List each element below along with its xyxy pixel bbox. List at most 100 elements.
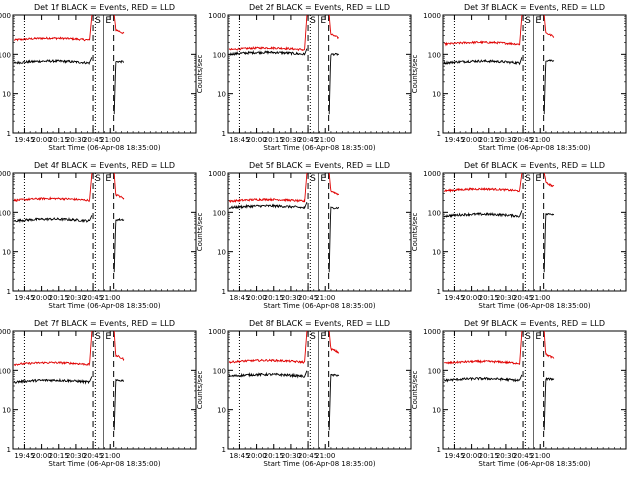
x-tick-label: 20:15: [479, 136, 499, 144]
y-tick-label: 10: [2, 91, 11, 99]
y-tick-label: 10: [432, 91, 441, 99]
x-tick-label: 20:15: [264, 136, 284, 144]
y-axis-label: Counts/sec: [196, 371, 204, 410]
y-tick-label: 1: [222, 130, 226, 138]
end-marker-label: E: [535, 16, 541, 26]
x-tick-label: 20:45: [513, 294, 533, 302]
panel-title: Det 4f BLACK = Events, RED = LLD: [34, 161, 175, 170]
events-series-line: [443, 210, 523, 219]
x-tick-label: 21:00: [100, 294, 120, 302]
x-tick-label: 21:00: [100, 452, 120, 460]
events-series-line: [113, 378, 125, 431]
x-tick-label: 21:00: [315, 452, 335, 460]
y-tick-label: 1000: [208, 12, 226, 20]
x-tick-label: 21:00: [100, 136, 120, 144]
x-tick-label: 20:15: [479, 294, 499, 302]
end-marker-label: E: [320, 16, 326, 26]
y-tick-label: 10: [432, 407, 441, 415]
x-tick-label: 20:00: [32, 136, 52, 144]
x-tick-label: 20:30: [281, 294, 301, 302]
panel-title: Det 9f BLACK = Events, RED = LLD: [464, 319, 605, 328]
y-tick-label: 1: [222, 446, 226, 454]
end-marker-label: E: [320, 332, 326, 342]
lld-series-line: [444, 330, 523, 366]
plot-frame: [12, 172, 197, 292]
y-tick-label: 1: [222, 288, 226, 296]
x-axis-label: Start Time (06-Apr-08 18:35:00): [478, 302, 590, 310]
end-marker-label: E: [105, 332, 111, 342]
end-marker-label: E: [105, 174, 111, 184]
x-axis-label: Start Time (06-Apr-08 18:35:00): [48, 460, 160, 468]
plot-frame: [12, 14, 197, 134]
y-tick-label: 10: [217, 249, 226, 257]
start-marker-label: S: [525, 16, 531, 26]
y-tick-label: 1: [7, 446, 11, 454]
events-series-line: [543, 377, 555, 431]
x-tick-label: 19:45: [14, 136, 34, 144]
detector-panel: Det 4f BLACK = Events, RED = LLD 1 10 100 10…: [0, 161, 197, 310]
lld-series-line: [13, 172, 93, 203]
x-tick-label: 21:00: [530, 294, 550, 302]
y-tick-label: 10: [2, 249, 11, 257]
panel-title: Det 2f BLACK = Events, RED = LLD: [249, 3, 390, 12]
y-axis-label: Counts/sec: [411, 213, 419, 252]
detector-panel: Det 2f BLACK = Events, RED = LLD 1 10 100 10…: [196, 3, 412, 152]
y-axis-label: Counts/sec: [411, 371, 419, 410]
x-tick-label: 20:45: [83, 452, 103, 460]
x-tick-label: 21:00: [315, 294, 335, 302]
events-series-line: [113, 217, 125, 273]
x-axis-label: Start Time (06-Apr-08 18:35:00): [48, 302, 160, 310]
y-tick-label: 1000: [0, 328, 11, 336]
x-tick-label: 21:00: [530, 136, 550, 144]
lld-series-line: [113, 172, 125, 200]
x-tick-label: 19:45: [444, 136, 464, 144]
x-tick-label: 20:15: [264, 452, 284, 460]
start-marker-label: S: [525, 332, 531, 342]
lld-series-line: [444, 14, 523, 47]
end-marker-label: E: [535, 174, 541, 184]
x-tick-label: 19:45: [444, 294, 464, 302]
y-tick-label: 100: [428, 51, 441, 59]
x-axis-label: Start Time (06-Apr-08 18:35:00): [263, 460, 375, 468]
x-tick-label: 21:00: [315, 136, 335, 144]
y-tick-label: 100: [213, 51, 226, 59]
y-tick-label: 10: [217, 91, 226, 99]
start-marker-label: S: [95, 174, 101, 184]
events-series-line: [13, 376, 93, 385]
lld-series-line: [543, 330, 555, 359]
y-axis-label: Counts/sec: [196, 213, 204, 252]
start-marker-label: S: [525, 174, 531, 184]
start-marker-label: S: [310, 16, 316, 26]
detector-panel: Det 6f BLACK = Events, RED = LLD 1 10 100 10…: [411, 161, 627, 310]
x-tick-label: 20:45: [83, 294, 103, 302]
x-tick-label: 20:15: [49, 136, 69, 144]
events-series-line: [444, 374, 523, 383]
x-axis-label: Start Time (06-Apr-08 18:35:00): [263, 302, 375, 310]
panel-title: Det 3f BLACK = Events, RED = LLD: [464, 3, 605, 12]
panel-title: Det 8f BLACK = Events, RED = LLD: [249, 319, 390, 328]
y-tick-label: 1000: [0, 170, 11, 178]
y-tick-label: 1: [7, 130, 11, 138]
lld-series-line: [13, 14, 93, 42]
x-tick-label: 20:30: [496, 136, 516, 144]
events-series-line: [543, 59, 555, 115]
plot-frame: [442, 14, 627, 134]
y-axis-label: Counts/sec: [196, 55, 204, 94]
lld-series-line: [13, 330, 93, 367]
events-series-line: [328, 52, 339, 115]
x-tick-label: 20:15: [49, 294, 69, 302]
x-tick-label: 20:30: [281, 452, 301, 460]
lld-series-line: [443, 172, 523, 193]
events-series-line: [228, 201, 308, 210]
y-tick-label: 1: [7, 288, 11, 296]
lld-series-line: [328, 330, 340, 354]
x-tick-label: 20:00: [462, 294, 482, 302]
events-series-line: [328, 206, 340, 273]
y-tick-label: 100: [428, 209, 441, 217]
x-tick-label: 20:45: [513, 136, 533, 144]
lld-series-line: [113, 14, 125, 35]
lld-series-line: [113, 330, 125, 362]
start-marker-label: S: [310, 174, 316, 184]
x-tick-label: 20:45: [298, 136, 318, 144]
lld-series-line: [328, 14, 339, 40]
